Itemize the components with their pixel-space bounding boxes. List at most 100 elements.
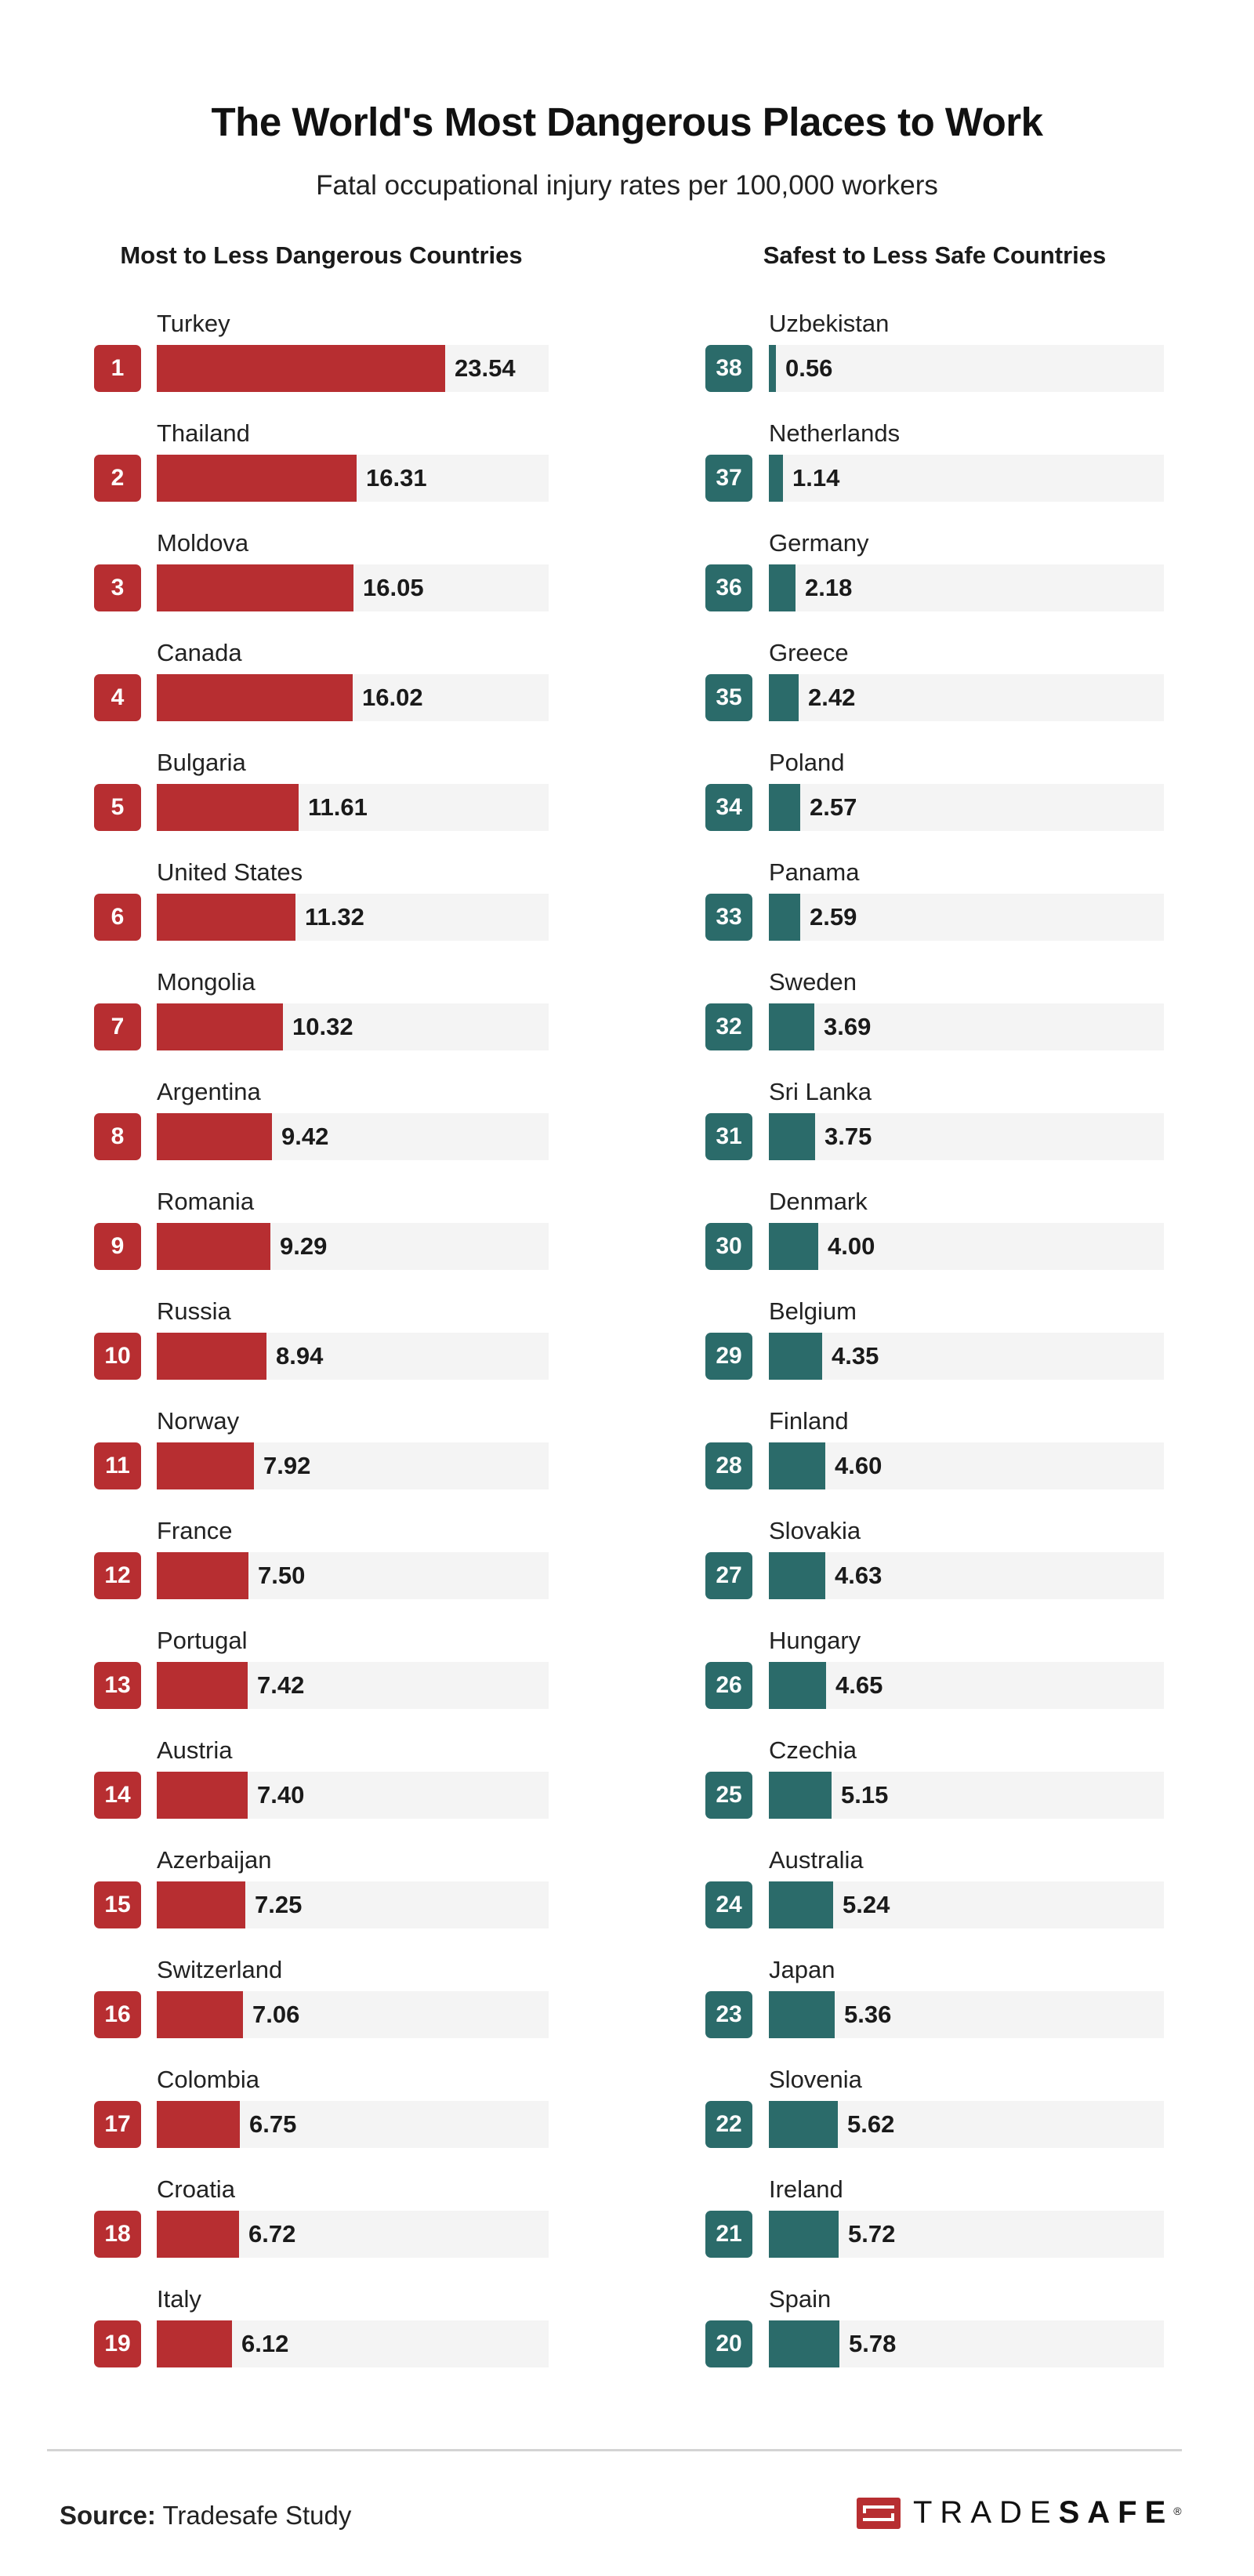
rank-badge: 20 (705, 2320, 752, 2367)
country-label: Austria (157, 1736, 233, 1764)
value-label: 4.65 (835, 1671, 883, 1699)
country-label: Thailand (157, 419, 250, 447)
country-label: Azerbaijan (157, 1846, 272, 1874)
country-label: Germany (769, 529, 869, 557)
bar-track: 23.54 (157, 345, 549, 392)
rank-badge: 32 (705, 1003, 752, 1050)
rank-badge: 11 (94, 1442, 141, 1489)
left-column-title: Most to Less Dangerous Countries (120, 241, 523, 269)
logo-text-light: TRADE (913, 2495, 1059, 2530)
value-label: 7.50 (258, 1562, 306, 1589)
value-bar (769, 1881, 833, 1928)
value-label: 1.14 (792, 464, 840, 492)
value-label: 2.42 (808, 684, 856, 711)
chart-row: Norway 11 7.92 (94, 1407, 564, 1517)
value-bar (157, 1333, 266, 1380)
chart-row: Slovakia 27 4.63 (705, 1517, 1176, 1627)
bar-track: 7.50 (157, 1552, 549, 1599)
footer-divider (47, 2449, 1182, 2451)
chart-row: Poland 34 2.57 (705, 749, 1176, 858)
country-label: Hungary (769, 1627, 861, 1654)
value-label: 8.94 (276, 1342, 324, 1370)
chart-row: Moldova 3 16.05 (94, 529, 564, 639)
bar-track: 5.62 (769, 2101, 1164, 2148)
value-label: 3.69 (824, 1013, 872, 1040)
chart-row: Sri Lanka 31 3.75 (705, 1078, 1176, 1188)
value-label: 5.62 (847, 2110, 895, 2138)
value-label: 11.32 (305, 903, 364, 931)
value-bar (769, 1113, 815, 1160)
country-label: Argentina (157, 1078, 261, 1105)
country-label: Spain (769, 2285, 832, 2313)
bar-track: 3.75 (769, 1113, 1164, 1160)
value-bar (769, 1223, 818, 1270)
value-bar (157, 1552, 248, 1599)
value-bar (157, 1772, 248, 1819)
rank-badge: 22 (705, 2101, 752, 2148)
rank-badge: 2 (94, 455, 141, 502)
value-label: 5.72 (848, 2220, 896, 2248)
rank-badge: 24 (705, 1881, 752, 1928)
chart-row: Germany 36 2.18 (705, 529, 1176, 639)
chart-row: Austria 14 7.40 (94, 1736, 564, 1846)
bar-track: 5.24 (769, 1881, 1164, 1928)
rank-badge: 19 (94, 2320, 141, 2367)
tradesafe-logo: TRADESAFE® (857, 2495, 1182, 2531)
rank-badge: 4 (94, 674, 141, 721)
country-label: Panama (769, 858, 860, 886)
value-label: 6.12 (241, 2330, 289, 2357)
country-label: Ireland (769, 2175, 843, 2203)
value-label: 2.59 (810, 903, 857, 931)
value-bar (769, 894, 800, 941)
rank-badge: 30 (705, 1223, 752, 1270)
value-label: 0.56 (785, 354, 833, 382)
bar-track: 4.35 (769, 1333, 1164, 1380)
value-label: 5.36 (844, 2001, 892, 2028)
value-bar (157, 2211, 239, 2258)
value-bar (157, 2101, 240, 2148)
chart-row: Czechia 25 5.15 (705, 1736, 1176, 1846)
country-label: Belgium (769, 1297, 857, 1325)
rank-badge: 31 (705, 1113, 752, 1160)
bar-track: 6.75 (157, 2101, 549, 2148)
value-label: 9.42 (281, 1123, 329, 1150)
value-bar (769, 564, 796, 611)
value-bar (157, 1442, 254, 1489)
chart-row: Slovenia 22 5.62 (705, 2066, 1176, 2175)
bar-track: 11.32 (157, 894, 549, 941)
source-note: Source: Tradesafe Study (60, 2501, 351, 2531)
rank-badge: 9 (94, 1223, 141, 1270)
rank-badge: 36 (705, 564, 752, 611)
value-label: 2.18 (805, 574, 853, 601)
value-bar (769, 1662, 826, 1709)
chart-row: United States 6 11.32 (94, 858, 564, 968)
country-label: Sweden (769, 968, 857, 996)
value-bar (157, 1991, 243, 2038)
country-label: Uzbekistan (769, 310, 890, 337)
value-bar (769, 1991, 835, 2038)
value-bar (157, 784, 299, 831)
bar-track: 7.06 (157, 1991, 549, 2038)
value-label: 5.78 (849, 2330, 897, 2357)
value-bar (769, 2320, 839, 2367)
bar-track: 4.63 (769, 1552, 1164, 1599)
bar-track: 9.42 (157, 1113, 549, 1160)
chart-subtitle: Fatal occupational injury rates per 100,… (316, 170, 938, 201)
bar-track: 1.14 (769, 455, 1164, 502)
country-label: Portugal (157, 1627, 248, 1654)
chart-row: Russia 10 8.94 (94, 1297, 564, 1407)
bar-track: 7.25 (157, 1881, 549, 1928)
value-bar (157, 1881, 245, 1928)
country-label: Slovakia (769, 1517, 861, 1544)
source-value: Tradesafe Study (162, 2501, 352, 2530)
value-bar (769, 1552, 825, 1599)
value-bar (157, 1003, 283, 1050)
value-label: 11.61 (308, 793, 368, 821)
bar-track: 7.92 (157, 1442, 549, 1489)
value-label: 4.60 (835, 1452, 883, 1479)
chart-row: Spain 20 5.78 (705, 2285, 1176, 2395)
chart-row: Finland 28 4.60 (705, 1407, 1176, 1517)
country-label: Norway (157, 1407, 240, 1435)
country-label: Colombia (157, 2066, 259, 2093)
value-label: 7.40 (257, 1781, 305, 1809)
